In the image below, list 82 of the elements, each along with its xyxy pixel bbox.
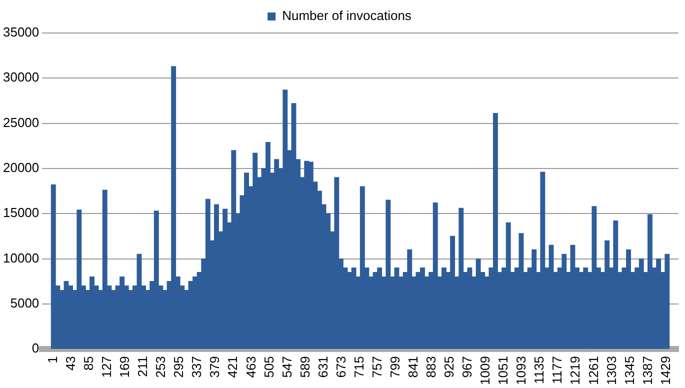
bar (386, 200, 391, 349)
bar (467, 267, 472, 349)
bar (347, 272, 352, 349)
bar (407, 249, 412, 349)
x-tick-label: 1177 (550, 356, 565, 384)
bar (282, 90, 288, 349)
x-tick-label: 883 (424, 356, 439, 378)
bar (432, 202, 438, 349)
bar (50, 184, 56, 349)
bar (532, 249, 537, 349)
x-tick-label: 1135 (532, 356, 547, 384)
x-tick-label: 421 (225, 356, 240, 378)
x-tick-label: 85 (81, 356, 96, 371)
bar (570, 244, 576, 349)
x-tick-label: 1303 (604, 356, 619, 385)
bar (76, 210, 82, 349)
x-tick-label: 379 (207, 356, 222, 378)
bar (613, 220, 618, 349)
bar (304, 160, 310, 349)
y-tick-label: 35000 (2, 24, 40, 40)
y-tick-label: 0 (32, 340, 40, 356)
bar (458, 208, 464, 349)
bar (102, 190, 108, 349)
x-tick-label: 1387 (640, 356, 655, 385)
y-tick-label: 10000 (2, 250, 40, 266)
x-tick-label: 841 (405, 356, 420, 378)
x-tick-label: 169 (117, 356, 132, 378)
bar (377, 267, 382, 349)
x-tick-label: 1 (44, 356, 60, 364)
bar (136, 254, 142, 349)
bar (441, 267, 446, 349)
bar (540, 172, 546, 349)
bar (244, 172, 249, 349)
bar (518, 233, 524, 349)
x-tick-label: 589 (297, 356, 312, 378)
bar (120, 276, 125, 349)
y-tick-label: 25000 (2, 114, 40, 130)
x-tick-label: 127 (99, 356, 114, 378)
x-tick-label: 715 (351, 356, 366, 378)
bar (171, 66, 176, 349)
x-tick-label: 337 (189, 356, 204, 378)
x-tick-label: 1261 (586, 356, 601, 385)
x-tick-label: 1219 (568, 356, 583, 385)
bar (583, 267, 588, 349)
bar (492, 113, 498, 349)
x-tick-label: 1429 (658, 356, 673, 385)
bar (222, 208, 228, 349)
x-tick-label: 967 (460, 356, 475, 378)
x-tick-label: 1009 (478, 356, 493, 385)
bar (360, 186, 365, 349)
bar (252, 152, 258, 349)
bar (592, 206, 597, 349)
y-tick-label: 15000 (2, 205, 40, 220)
x-tick-label: 547 (279, 356, 294, 378)
x-tick-label: 463 (243, 356, 258, 378)
bar (416, 272, 421, 349)
x-tick-label: 43 (62, 356, 78, 371)
bar (664, 254, 670, 349)
x-tick-label: 799 (387, 356, 402, 378)
bar (334, 177, 340, 349)
bar (656, 258, 662, 349)
bar (562, 254, 567, 349)
x-tick-label: 1345 (622, 356, 637, 385)
bar (274, 159, 280, 349)
x-tick-label: 1051 (496, 356, 511, 385)
x-tick-label: 505 (261, 356, 276, 378)
x-tick-label: 673 (333, 356, 348, 378)
bar (450, 236, 456, 349)
x-tick-label: 1093 (514, 356, 529, 385)
legend-label: Number of invocations (282, 8, 412, 24)
x-tick-label: 757 (369, 356, 384, 378)
x-tick-label: 253 (153, 356, 168, 378)
x-tick-label: 211 (135, 356, 150, 377)
x-tick-label: 631 (315, 356, 330, 378)
x-tick-label: 925 (442, 356, 457, 378)
bar (604, 240, 610, 349)
y-tick-label: 5000 (10, 296, 40, 311)
bar (154, 210, 159, 349)
x-tick-label: 295 (171, 356, 186, 378)
bar (231, 150, 236, 349)
y-tick-label: 30000 (2, 70, 40, 85)
y-tick-label: 20000 (2, 160, 40, 176)
